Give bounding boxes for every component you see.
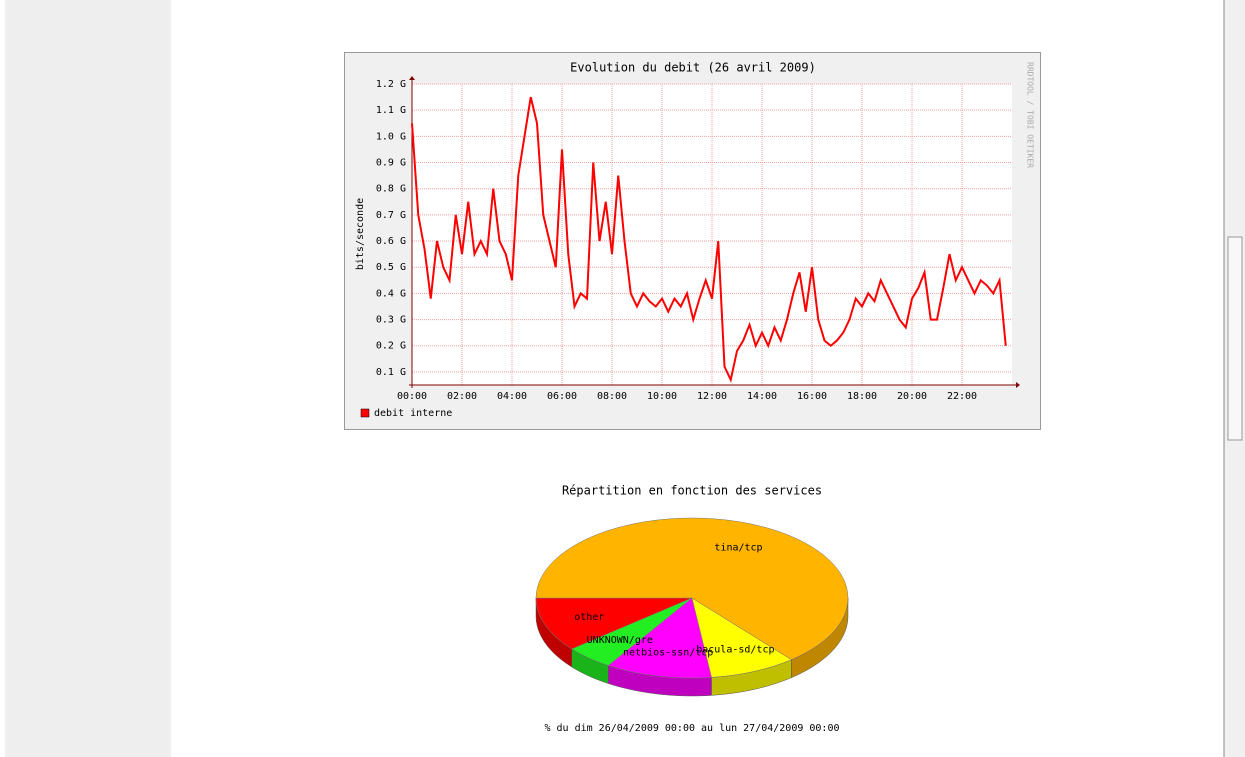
slice [535,597,693,650]
y-tick-label: 0.5 G [376,262,406,273]
y-axis-label: bits/seconde [355,198,366,270]
pie-subtitle: % du dim 26/04/2009 00:00 au lun 27/04/2… [544,723,839,734]
y-tick-label: 1.2 G [376,79,406,90]
y-tick-label: 1.0 G [376,131,406,142]
x-arrow [1016,382,1020,388]
slice-label: netbios-ssn/tcp [623,648,713,659]
x-tick-label: 06:00 [547,391,577,402]
y-tick-label: 0.9 G [376,158,406,169]
x-tick-label: 02:00 [447,391,477,402]
y-tick-label: 0.2 G [376,341,406,352]
watermark: RRDTOOL / TOBI OETIKER [1026,62,1035,168]
slice-label: UNKNOWN/gre [587,635,653,646]
slice-label: other [574,612,604,623]
y-tick-label: 0.6 G [376,236,406,247]
data-line [411,96,1007,383]
slice [535,517,849,660]
slice [607,597,712,679]
x-tick-label: 10:00 [647,391,677,402]
slice-label: bacula-sd/tcp [696,644,774,655]
legend-label: debit interne [374,408,452,419]
x-tick-label: 20:00 [897,391,927,402]
pie-title: Répartition en fonction des services [562,484,822,498]
x-tick-label: 22:00 [947,391,977,402]
x-tick-label: 14:00 [747,391,777,402]
y-tick-label: 0.8 G [376,184,406,195]
x-tick-label: 00:00 [397,391,427,402]
sidebar [5,0,171,757]
x-tick-label: 12:00 [697,391,727,402]
y-tick-label: 0.1 G [376,367,406,378]
y-arrow [409,76,415,80]
legend-swatch [360,408,370,418]
x-tick-label: 16:00 [797,391,827,402]
y-tick-label: 1.1 G [376,105,406,116]
line-title: Evolution du debit (26 avril 2009) [570,61,816,75]
slice-label: tina/tcp [714,542,762,553]
scrollbar-thumb[interactable] [1227,236,1243,441]
y-tick-label: 0.4 G [376,288,406,299]
y-tick-label: 0.7 G [376,210,406,221]
x-tick-label: 08:00 [597,391,627,402]
x-tick-label: 04:00 [497,391,527,402]
x-tick-label: 18:00 [847,391,877,402]
slice [691,597,792,678]
y-tick-label: 0.3 G [376,315,406,326]
